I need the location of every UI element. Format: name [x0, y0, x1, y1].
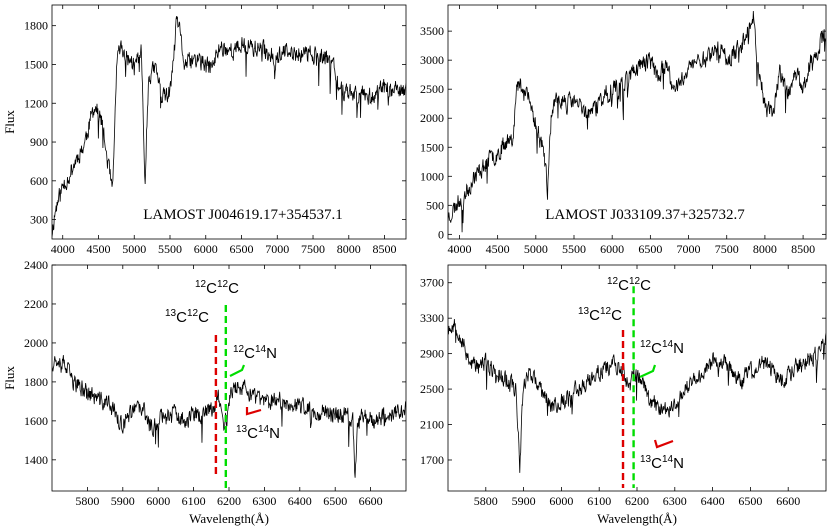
x-tick-label: 6400 [701, 494, 725, 508]
x-tick-label: 7500 [715, 242, 739, 256]
x-tick-label: 6000 [146, 494, 170, 508]
c12n14-bracket [229, 364, 246, 377]
y-tick-label: 2000 [24, 336, 48, 350]
panel-bottom-left: 5800 5900 6000 6100 6200 6300 6400 6500 6600 1400… [2, 258, 407, 526]
x-tick-label: 5500 [562, 242, 586, 256]
label-12c14n: 12C14N [640, 339, 684, 357]
label-13c14n: 13C14N [236, 424, 280, 442]
x-tick-label: 4500 [486, 242, 510, 256]
x-tick-label: 4500 [86, 242, 110, 256]
x-tick-label: 6500 [323, 494, 347, 508]
y-tick-label: 3000 [420, 53, 444, 67]
plot-frame [447, 4, 827, 240]
label-13c12c: 13C12C [165, 308, 209, 326]
y-axis-title: Flux [2, 366, 17, 390]
x-tick-label: 8000 [337, 242, 361, 256]
y-tick-label: 2000 [420, 111, 444, 125]
x-tick-label: 7500 [301, 242, 325, 256]
y-tick-label: 1500 [24, 57, 48, 71]
y-tick-label: 1700 [420, 453, 444, 467]
x-tick-label: 5800 [474, 494, 498, 508]
y-tick-label: 1800 [24, 375, 48, 389]
x-tick-label: 5000 [524, 242, 548, 256]
y-tick-label: 2400 [24, 258, 48, 272]
band-annotations: 12C12C 13C12C 12C14N 13C14N [578, 276, 684, 488]
x-tick-label: 6500 [230, 242, 254, 256]
x-tick-label: 6300 [252, 494, 276, 508]
x-axis-title: Wavelength(Å) [597, 511, 677, 526]
label-12c12c: 12C12C [607, 276, 651, 294]
x-tick-label: 6000 [600, 242, 624, 256]
y-tick-label: 1800 [24, 19, 48, 33]
y-tick-label: 2900 [420, 347, 444, 361]
panel-title: LAMOST J004619.17+354537.1 [143, 207, 342, 223]
x-tick-label: 5800 [75, 494, 99, 508]
x-tick-label: 6400 [288, 494, 312, 508]
c13n14-bracket [245, 407, 262, 416]
x-tick-label: 6000 [549, 494, 573, 508]
y-tick-label: 0 [438, 227, 444, 241]
y-tick-label: 500 [426, 198, 444, 212]
label-13c12c: 13C12C [578, 306, 622, 324]
x-tick-label: 5000 [122, 242, 146, 256]
y-tick-label: 300 [30, 213, 48, 227]
y-tick-label: 2100 [420, 418, 444, 432]
panel-top-right: 4000 4500 5000 5500 6000 6500 7000 7500 8000 8500… [420, 4, 827, 256]
c12n14-bracket [639, 364, 657, 378]
y-tick-label: 900 [30, 135, 48, 149]
y-tick-label: 2500 [420, 82, 444, 96]
y-tick-label: 3500 [420, 24, 444, 38]
y-tick-label: 3300 [420, 311, 444, 325]
plot-frame [51, 264, 407, 492]
y-tick-label: 1600 [24, 414, 48, 428]
y-axis-title: Flux [2, 110, 17, 134]
label-12c14n: 12C14N [233, 344, 277, 362]
spectrum-line [448, 319, 826, 473]
x-tick-label: 4000 [51, 242, 75, 256]
y-tick-label: 1200 [24, 96, 48, 110]
x-tick-label: 6100 [182, 494, 206, 508]
x-tick-label: 8000 [753, 242, 777, 256]
label-12c12c: 12C12C [195, 279, 239, 297]
x-tick-label: 6500 [738, 494, 762, 508]
spectrum-line [448, 10, 826, 233]
x-tick-label: 6600 [776, 494, 800, 508]
x-tick-label: 6500 [638, 242, 662, 256]
y-tick-label: 1400 [24, 453, 48, 467]
x-tick-label: 5500 [158, 242, 182, 256]
x-axis-title: Wavelength(Å) [189, 511, 269, 526]
y-tick-label: 2200 [24, 297, 48, 311]
spectrum-line [52, 16, 406, 237]
y-tick-label: 600 [30, 174, 48, 188]
x-tick-label: 8500 [373, 242, 397, 256]
x-tick-label: 8500 [791, 242, 815, 256]
x-tick-label: 5900 [512, 494, 536, 508]
plot-frame [51, 4, 407, 240]
x-tick-label: 6000 [194, 242, 218, 256]
panel-top-left: 4000 4500 5000 5500 6000 6500 7000 7500 8000 8500… [2, 4, 407, 256]
x-tick-label: 6200 [625, 494, 649, 508]
y-tick-label: 3700 [420, 276, 444, 290]
y-tick-label: 1500 [420, 140, 444, 154]
spectrum-line [52, 355, 406, 478]
panel-title: LAMOST J033109.37+325732.7 [545, 207, 745, 223]
panel-bottom-right: 5800 5900 6000 6100 6200 6300 6400 6500 6600 1700… [420, 264, 827, 526]
y-tick-label: 2500 [420, 382, 444, 396]
band-annotations: 12C12C 13C12C 12C14N 13C14N [165, 279, 280, 488]
y-tick-label: 1000 [420, 169, 444, 183]
x-tick-label: 6600 [359, 494, 383, 508]
label-13c14n: 13C14N [640, 454, 684, 472]
x-tick-label: 6100 [587, 494, 611, 508]
c13n14-bracket [653, 439, 674, 449]
x-tick-label: 6300 [663, 494, 687, 508]
x-tick-label: 6200 [217, 494, 241, 508]
x-tick-label: 7000 [265, 242, 289, 256]
x-tick-label: 7000 [677, 242, 701, 256]
x-tick-label: 4000 [447, 242, 471, 256]
x-tick-label: 5900 [111, 494, 135, 508]
